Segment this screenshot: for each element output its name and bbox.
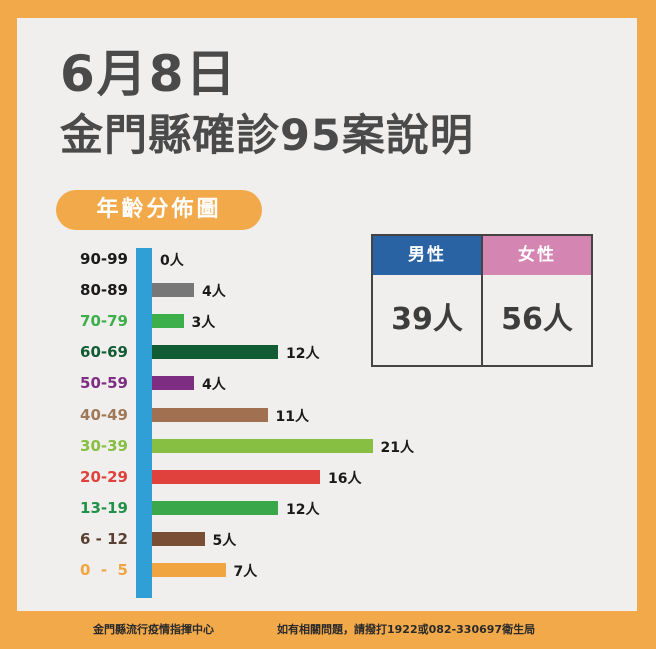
female-header: 女性: [483, 236, 591, 275]
count-label: 12人: [286, 501, 320, 518]
male-count: 39人: [373, 275, 481, 365]
age-range-label: 6 - 12: [80, 529, 128, 548]
count-label: 16人: [328, 470, 362, 487]
age-range-label: 60-69: [80, 343, 128, 362]
age-range-label: 13-19: [80, 498, 128, 517]
chart-bar: [152, 531, 205, 546]
count-label: 5人: [212, 532, 237, 549]
chart-axis: [136, 248, 152, 598]
count-label: 21人: [380, 439, 414, 456]
count-label: 11人: [275, 408, 309, 425]
chart-row: 70-79 3人: [0, 311, 600, 331]
count-label: 3人: [191, 315, 216, 332]
chart-bar: [152, 345, 278, 360]
chart-row: 50-59 4人: [0, 373, 600, 393]
gender-table: 男性 39人 女性 56人: [371, 234, 593, 367]
age-range-label: 70-79: [80, 312, 128, 331]
chart-bar: [152, 283, 194, 298]
male-column: 男性 39人: [373, 236, 481, 365]
chart-bar: [152, 376, 194, 391]
male-header: 男性: [373, 236, 481, 275]
chart-bar: [152, 469, 320, 484]
chart-row: 30-39 21人: [0, 436, 600, 456]
chart-bar: [152, 563, 226, 577]
age-distribution-badge: 年齡分佈圖: [56, 190, 262, 230]
female-column: 女性 56人: [481, 236, 591, 365]
count-label: 0人: [160, 253, 184, 269]
page-title: 金門縣確診95案說明: [60, 111, 474, 161]
count-label: 4人: [202, 377, 226, 394]
chart-row: 13-19 12人: [0, 498, 600, 518]
chart-row: 20-29 16人: [0, 467, 600, 487]
footer-org: 金門縣流行疫情指揮中心: [93, 623, 214, 636]
age-range-label: 90-99: [80, 250, 128, 268]
chart-bar: [152, 500, 278, 515]
count-label: 7人: [233, 564, 258, 580]
age-range-label: 50-59: [80, 374, 128, 393]
age-range-label: 30-39: [80, 436, 128, 455]
date-heading: 6月8日: [60, 45, 238, 103]
chart-row: 90-99 0人: [0, 249, 600, 269]
chart-bar: [152, 314, 184, 329]
count-label: 12人: [286, 346, 320, 363]
chart-row: 40-49 11人: [0, 405, 600, 425]
age-range-label: 20-29: [80, 467, 128, 486]
age-range-label: 40-49: [80, 405, 128, 424]
age-range-label: 0 - 5: [80, 561, 128, 579]
chart-row: 0 - 5 7人: [0, 560, 600, 580]
age-range-label: 80-89: [80, 281, 128, 300]
count-label: 4人: [202, 284, 226, 301]
footer-contact: 如有相關問題，請撥打1922或082-330697衛生局: [277, 623, 536, 636]
chart-bar: [152, 407, 268, 422]
female-count: 56人: [483, 275, 591, 365]
chart-row: 80-89 4人: [0, 280, 600, 300]
chart-row: 60-69 12人: [0, 342, 600, 362]
chart-bar: [152, 438, 373, 453]
chart-row: 6 - 12 5人: [0, 529, 600, 549]
